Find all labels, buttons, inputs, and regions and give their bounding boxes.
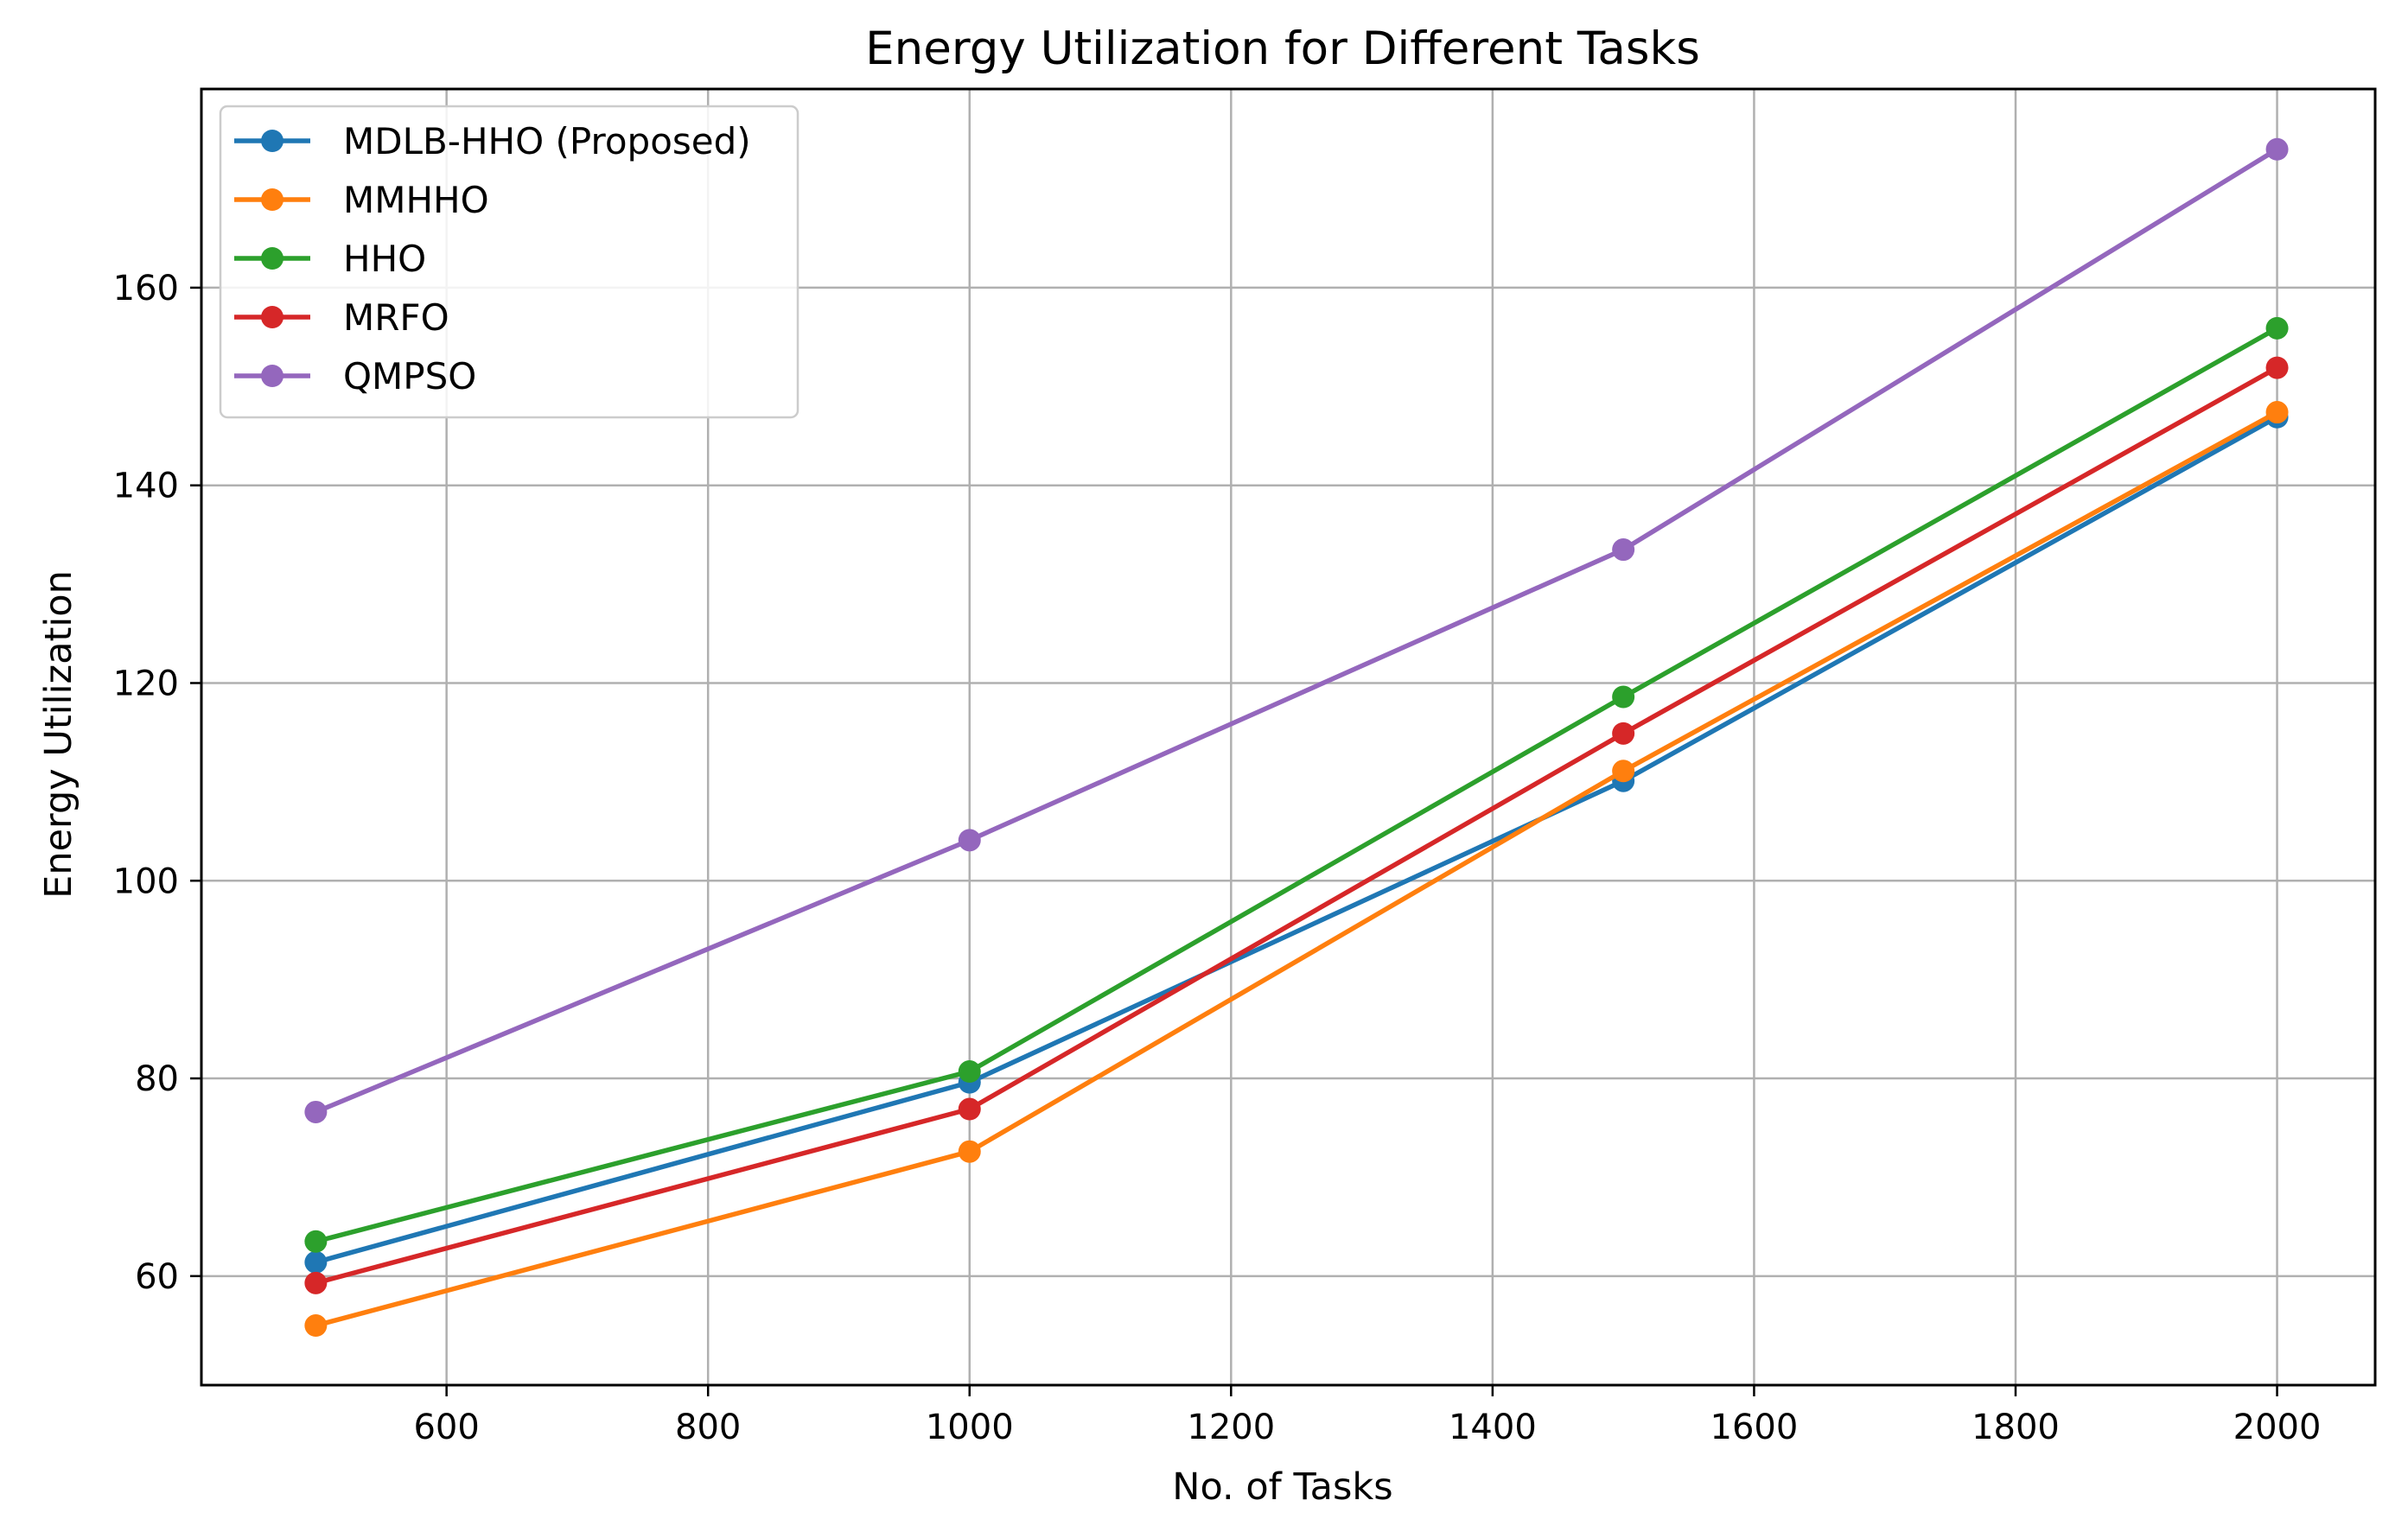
data-point [2265, 137, 2289, 161]
data-point [958, 1060, 981, 1084]
y-axis-label: Energy Utilization [37, 570, 80, 899]
legend-item: MRFO [234, 296, 449, 339]
legend-item: MDLB-HHO (Proposed) [234, 120, 751, 162]
data-point [958, 1097, 981, 1121]
grid-lines [201, 89, 2375, 1385]
series-line [315, 147, 2278, 1115]
data-point [304, 1271, 328, 1294]
series-group [304, 137, 2289, 1338]
plot-area-frame [200, 87, 2377, 1387]
data-point [2265, 401, 2289, 424]
legend-item: QMPSO [234, 355, 476, 397]
legend-label: QMPSO [343, 355, 476, 397]
data-point [1612, 685, 1635, 709]
series-line [315, 410, 2278, 1328]
series-line [315, 366, 2278, 1286]
series-2 [304, 401, 2289, 1338]
y-tick-label: 120 [113, 664, 179, 703]
data-point [1612, 538, 1635, 562]
legend-label: MDLB-HHO (Proposed) [343, 120, 751, 162]
series-5 [304, 137, 2289, 1123]
x-tick-label: 1400 [1449, 1408, 1537, 1447]
series-4 [304, 356, 2289, 1294]
x-axis-label: No. of Tasks [1172, 1465, 1392, 1509]
axis-ticks: 600 800 1000 1200 1400 1600 1800 2000 60 80 100 120… [113, 269, 2322, 1447]
x-tick-label: 1000 [926, 1408, 1014, 1447]
legend-item: HHO [234, 238, 426, 280]
series-line [315, 415, 2278, 1265]
data-point [1612, 722, 1635, 745]
legend-label: MRFO [343, 296, 449, 339]
x-tick-label: 1600 [1710, 1408, 1799, 1447]
y-tick-label: 160 [113, 269, 179, 308]
x-tick-label: 1800 [1972, 1408, 2060, 1447]
data-point [304, 1100, 328, 1123]
data-point [958, 829, 981, 852]
series-line [315, 326, 2278, 1244]
x-tick-label: 2000 [2233, 1408, 2322, 1447]
x-tick-label: 600 [413, 1408, 479, 1447]
data-point [958, 1140, 981, 1163]
data-point [2265, 316, 2289, 340]
y-tick-label: 140 [113, 467, 179, 506]
data-point [1612, 760, 1635, 783]
y-tick-label: 100 [113, 861, 179, 901]
data-point [2265, 356, 2289, 379]
x-tick-label: 800 [675, 1408, 741, 1447]
chart-title: Energy Utilization for Different Tasks [865, 22, 1700, 75]
legend-marker [261, 365, 283, 387]
legend-label: MMHHO [343, 179, 489, 221]
legend-marker [261, 188, 283, 211]
data-point [304, 1230, 328, 1253]
data-point [304, 1314, 328, 1338]
series-3 [304, 316, 2289, 1253]
legend-marker [261, 130, 283, 152]
y-tick-label: 60 [135, 1257, 179, 1297]
legend-marker [261, 247, 283, 270]
legend-item: MMHHO [234, 179, 489, 221]
legend-marker [261, 306, 283, 328]
data-point [304, 1250, 328, 1274]
x-tick-label: 1200 [1187, 1408, 1275, 1447]
legend-frame [219, 105, 799, 419]
y-tick-label: 80 [135, 1059, 179, 1099]
legend-label: HHO [343, 238, 426, 280]
legend: MDLB-HHO (Proposed) MMHHO HHO MRFO QMPSO [219, 105, 799, 419]
